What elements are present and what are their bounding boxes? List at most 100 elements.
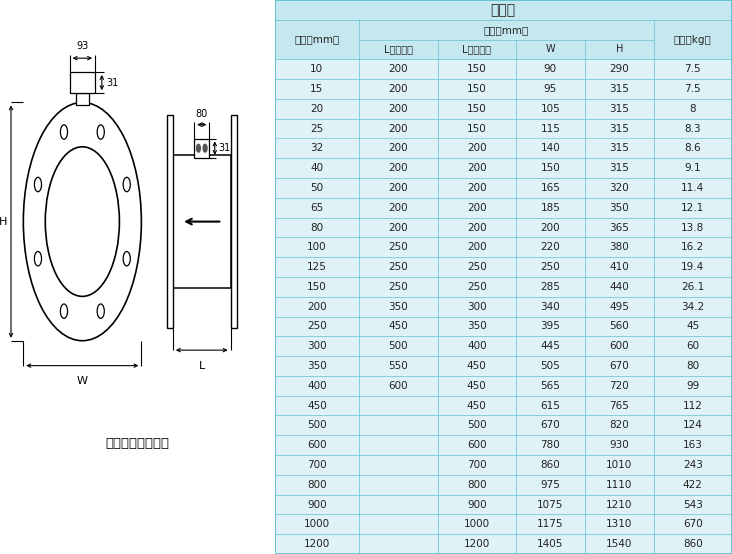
Bar: [654, 475, 732, 495]
Bar: [585, 178, 654, 198]
Bar: [516, 336, 585, 356]
Text: 口径（mm）: 口径（mm）: [294, 34, 340, 44]
Text: 200: 200: [389, 104, 408, 114]
Bar: [438, 39, 516, 59]
Bar: [516, 435, 585, 455]
Text: 尺寸（mm）: 尺寸（mm）: [484, 25, 529, 35]
Text: 法兰形（分体型）: 法兰形（分体型）: [105, 437, 169, 450]
Bar: [438, 455, 516, 475]
Bar: [438, 59, 516, 79]
Bar: [654, 257, 732, 277]
Bar: [438, 534, 516, 554]
Bar: [654, 20, 732, 59]
Bar: [585, 356, 654, 376]
Text: 350: 350: [467, 321, 487, 331]
Text: 140: 140: [540, 143, 560, 153]
Text: 163: 163: [683, 440, 703, 450]
Text: 290: 290: [609, 64, 629, 74]
Text: 200: 200: [307, 302, 326, 312]
Bar: [274, 218, 359, 238]
Bar: [585, 376, 654, 396]
Text: 112: 112: [683, 401, 703, 411]
Text: 115: 115: [540, 124, 560, 134]
Text: 250: 250: [389, 282, 408, 292]
Text: 243: 243: [683, 460, 703, 470]
Bar: [654, 336, 732, 356]
Text: 1540: 1540: [606, 539, 632, 549]
Circle shape: [196, 145, 201, 152]
Bar: [516, 316, 585, 336]
Text: 400: 400: [307, 381, 326, 391]
Bar: [274, 336, 359, 356]
Bar: [585, 495, 654, 515]
Text: 7.5: 7.5: [684, 64, 701, 74]
Bar: [516, 99, 585, 119]
Bar: [76, 93, 89, 105]
Bar: [194, 138, 209, 158]
Text: 860: 860: [540, 460, 560, 470]
Text: 200: 200: [467, 183, 487, 193]
Bar: [516, 356, 585, 376]
Bar: [274, 455, 359, 475]
Bar: [438, 515, 516, 534]
Text: 250: 250: [389, 242, 408, 252]
Bar: [654, 515, 732, 534]
Text: 19.4: 19.4: [681, 262, 704, 272]
Bar: [359, 475, 438, 495]
Bar: [274, 277, 359, 297]
Bar: [274, 356, 359, 376]
Text: 185: 185: [540, 203, 560, 213]
Text: 60: 60: [687, 341, 699, 351]
Bar: [359, 20, 654, 39]
Text: 150: 150: [467, 84, 487, 94]
Text: 8.6: 8.6: [684, 143, 701, 153]
Bar: [654, 396, 732, 416]
Bar: [585, 277, 654, 297]
Bar: [438, 475, 516, 495]
Bar: [359, 336, 438, 356]
Bar: [274, 435, 359, 455]
Text: 860: 860: [683, 539, 703, 549]
Bar: [231, 115, 236, 328]
Bar: [274, 316, 359, 336]
Bar: [516, 218, 585, 238]
Text: 410: 410: [609, 262, 629, 272]
Circle shape: [203, 145, 207, 152]
Bar: [359, 119, 438, 138]
Bar: [585, 39, 654, 59]
Text: 450: 450: [467, 401, 487, 411]
Bar: [654, 455, 732, 475]
Text: 105: 105: [540, 104, 560, 114]
Bar: [438, 336, 516, 356]
Text: 450: 450: [467, 381, 487, 391]
Text: 500: 500: [389, 341, 408, 351]
Text: 12.1: 12.1: [681, 203, 704, 213]
Text: 600: 600: [467, 440, 487, 450]
Bar: [359, 435, 438, 455]
Text: 32: 32: [310, 143, 324, 153]
Text: 500: 500: [467, 420, 487, 430]
Bar: [274, 475, 359, 495]
Text: 200: 200: [389, 124, 408, 134]
Text: 11.4: 11.4: [681, 183, 704, 193]
Text: 315: 315: [609, 124, 629, 134]
Text: 615: 615: [540, 401, 560, 411]
Bar: [359, 198, 438, 218]
Text: 720: 720: [609, 381, 629, 391]
Text: 99: 99: [686, 381, 700, 391]
Bar: [359, 257, 438, 277]
Text: 150: 150: [540, 163, 560, 173]
Text: 350: 350: [389, 302, 408, 312]
Bar: [516, 238, 585, 257]
Bar: [438, 198, 516, 218]
Text: 1075: 1075: [537, 500, 564, 510]
Bar: [359, 79, 438, 99]
Text: 670: 670: [609, 361, 629, 371]
Text: 600: 600: [307, 440, 326, 450]
Text: 440: 440: [609, 282, 629, 292]
Bar: [359, 297, 438, 316]
Bar: [274, 495, 359, 515]
Bar: [438, 119, 516, 138]
Text: 26.1: 26.1: [681, 282, 704, 292]
Text: 250: 250: [467, 262, 487, 272]
